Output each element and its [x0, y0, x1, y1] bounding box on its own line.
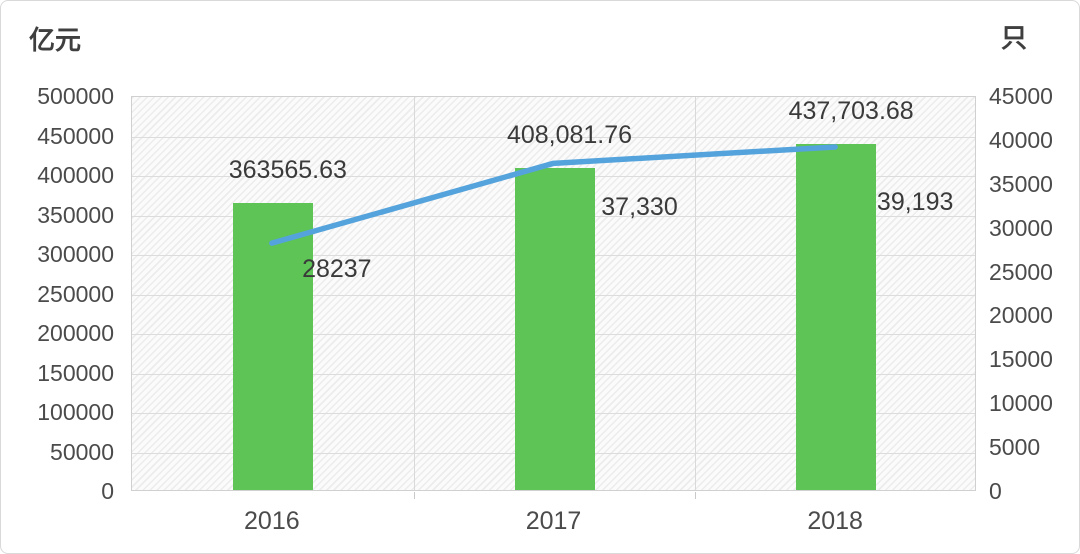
x-axis-category-label: 2017 [525, 507, 582, 535]
y-axis-left-tick-label: 300000 [37, 241, 114, 267]
line-series-svg [269, 144, 838, 246]
y-axis-left-tick-label: 200000 [37, 320, 114, 346]
gridline-vertical [413, 97, 415, 490]
y-axis-right-tick-label: 30000 [989, 214, 1053, 241]
y-axis-right-tick-label: 10000 [989, 390, 1053, 417]
gridline-horizontal [132, 136, 975, 138]
y-axis-right-tick-label: 15000 [989, 346, 1053, 373]
line-value-label: 28237 [302, 255, 372, 284]
y-axis-left-tick-label: 400000 [37, 162, 114, 188]
line-series-path [269, 144, 838, 246]
y-axis-left-tick-label: 450000 [37, 122, 114, 149]
y-axis-right-tick-label: 20000 [989, 302, 1053, 329]
x-axis-tick-mark [695, 492, 697, 499]
x-axis-category-label: 2016 [244, 507, 300, 535]
line-value-label: 39,193 [876, 187, 954, 216]
y-axis-right-tick-label: 25000 [989, 258, 1053, 285]
y-axis-left-tick-label: 0 [101, 478, 114, 504]
bar [232, 202, 313, 490]
line-value-label: 37,330 [601, 193, 678, 222]
left-axis-unit-label: 亿元 [29, 25, 82, 55]
x-axis-category-label: 2018 [807, 507, 863, 535]
y-axis-left-tick-label: 100000 [37, 399, 114, 425]
plot-area [131, 96, 976, 499]
bar-value-label: 408,081.76 [506, 120, 633, 149]
y-axis-right-tick-label: 35000 [989, 170, 1053, 197]
y-axis-left-tick-label: 150000 [37, 359, 114, 386]
y-axis-right-tick-label: 40000 [989, 126, 1053, 153]
y-axis-left-tick-label: 500000 [37, 83, 114, 109]
y-axis-right-tick-label: 0 [989, 478, 1002, 504]
y-axis-left-tick-label: 50000 [50, 438, 114, 465]
y-axis-right-tick-label: 45000 [989, 83, 1053, 109]
bar-value-label: 363565.63 [228, 155, 347, 184]
bar-value-label: 437,703.68 [788, 97, 914, 126]
bar [514, 167, 595, 490]
y-axis-left-tick-label: 250000 [37, 280, 114, 307]
right-axis-unit-label: 只 [1001, 23, 1028, 53]
x-axis-tick-mark [413, 492, 415, 499]
gridline-vertical [695, 97, 697, 490]
bar [796, 144, 877, 490]
y-axis-right-tick-label: 5000 [989, 434, 1041, 461]
y-axis-left-tick-label: 350000 [37, 201, 114, 228]
